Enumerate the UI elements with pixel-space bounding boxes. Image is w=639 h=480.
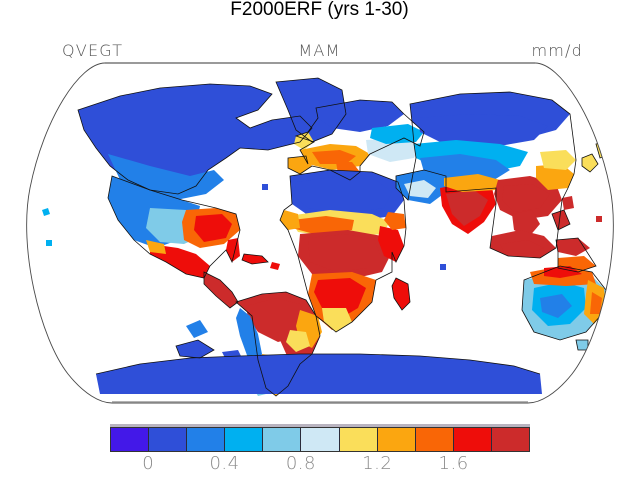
colorbar-tick-label: 1.2 <box>362 453 393 474</box>
colorbar-cell <box>187 428 226 451</box>
colorbar-tick-label: 0.4 <box>209 453 240 474</box>
map-plot-area <box>0 58 639 408</box>
projection-outline <box>26 62 614 404</box>
variable-label: QVEGT <box>62 41 124 60</box>
season-label: MAM <box>298 41 341 60</box>
colorbar-top-rule <box>110 424 530 427</box>
colorbar-cell <box>377 428 416 451</box>
colorbar-cell <box>263 428 302 451</box>
colorbar-cell <box>491 428 530 451</box>
colorbar-cell <box>339 428 378 451</box>
units-label: mm/d <box>531 41 583 60</box>
colorbar-cell <box>111 428 150 451</box>
colorbar-tick-label: 0 <box>142 453 155 474</box>
colorbar-cell <box>453 428 492 451</box>
colorbar-cell <box>149 428 188 451</box>
world-map-svg <box>26 62 614 404</box>
colorbar-tick-label: 0.8 <box>285 453 316 474</box>
page-title: F2000ERF (yrs 1-30) <box>230 0 409 20</box>
colorbar-cell <box>225 428 264 451</box>
map-data-layer <box>26 63 614 403</box>
colorbar-cell <box>415 428 454 451</box>
colorbar[interactable] <box>110 427 530 452</box>
colorbar-cell <box>301 428 340 451</box>
colorbar-tick-label: 1.6 <box>438 453 469 474</box>
colorbar-ticks: 0 0.4 0.8 1.2 1.6 <box>0 453 639 479</box>
